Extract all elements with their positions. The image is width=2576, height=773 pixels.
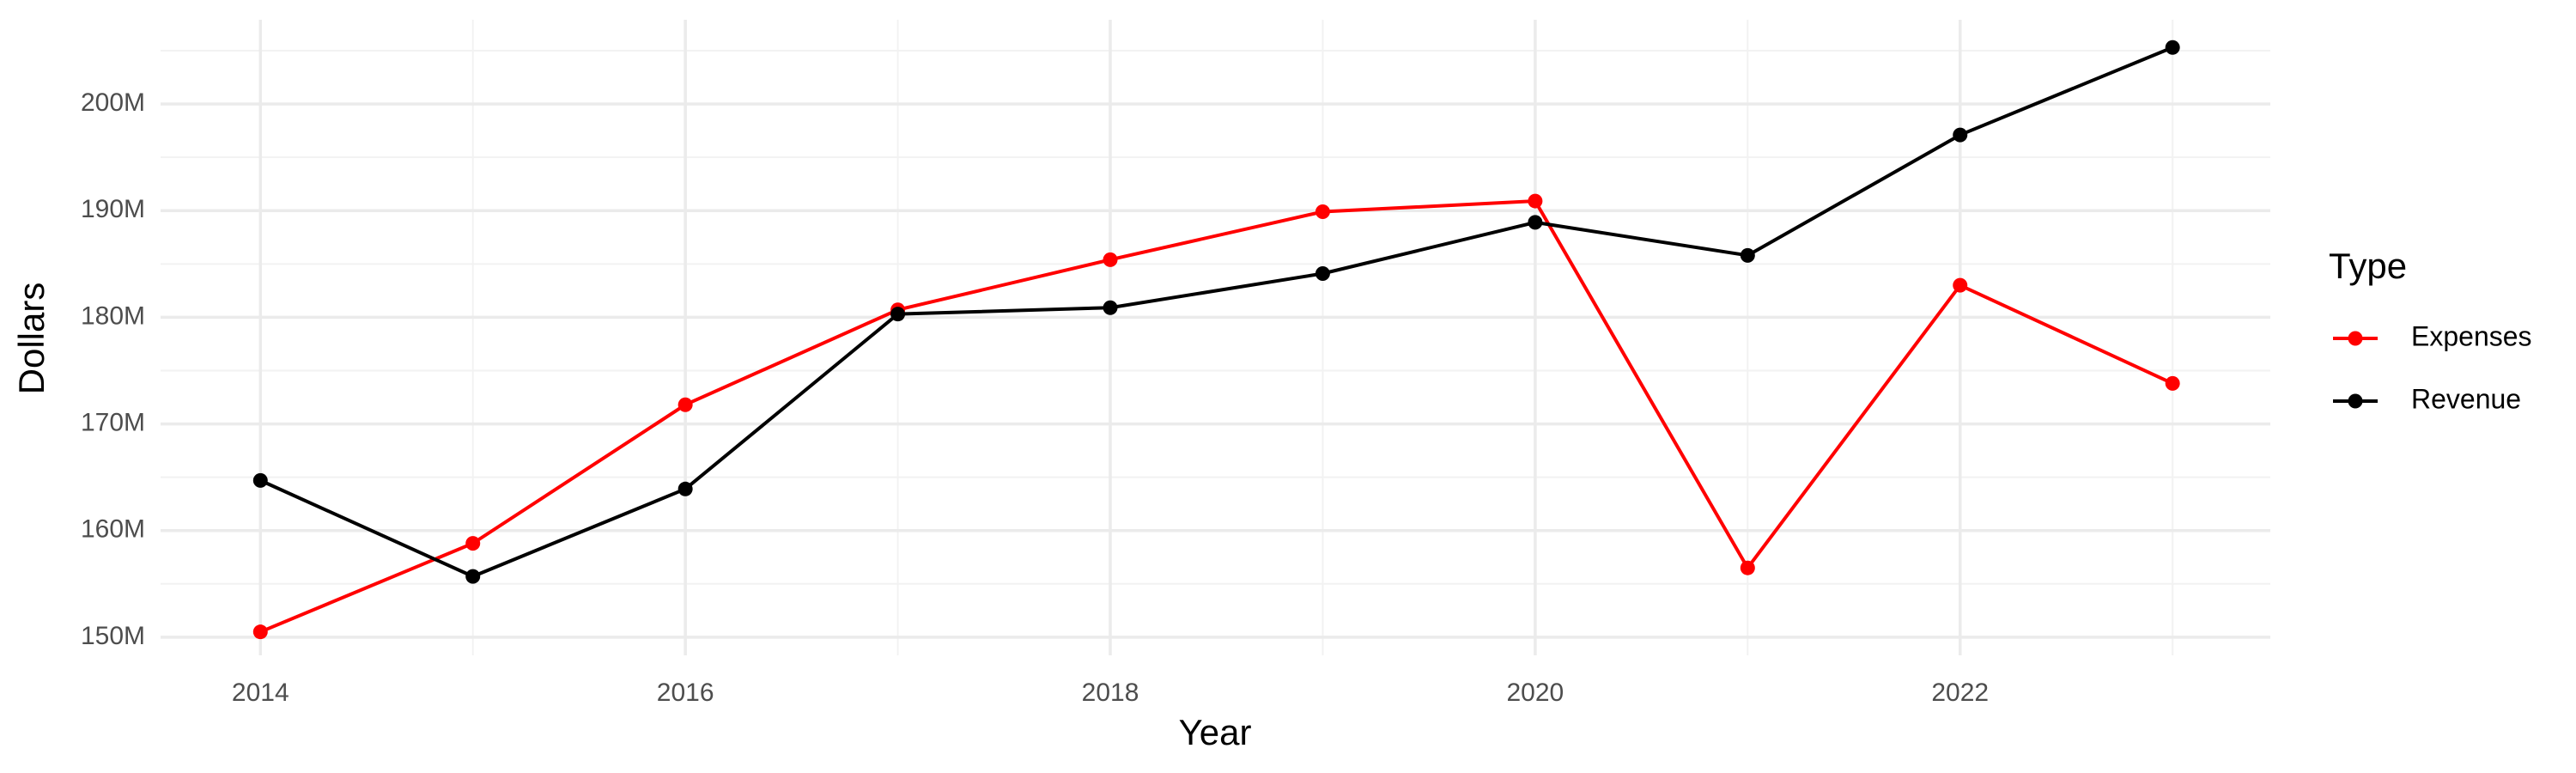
data-point: [1315, 266, 1330, 282]
legend-title: Type: [2329, 246, 2407, 286]
data-point: [1103, 252, 1118, 267]
data-point: [1315, 204, 1330, 219]
x-axis-title: Year: [1179, 712, 1252, 752]
legend-key-point: [2348, 331, 2363, 346]
data-point: [1953, 127, 1968, 143]
y-tick-label: 190M: [81, 195, 145, 223]
y-tick-label: 150M: [81, 622, 145, 650]
data-point: [252, 624, 268, 640]
y-axis-title: Dollars: [11, 283, 52, 395]
legend-label: Expenses: [2411, 320, 2532, 351]
data-point: [1953, 277, 1968, 293]
data-point: [1528, 193, 1543, 209]
data-point: [2165, 375, 2180, 391]
data-point: [890, 307, 906, 322]
x-tick-label: 2022: [1931, 679, 1989, 707]
data-point: [465, 569, 481, 584]
grid: [161, 20, 2270, 655]
data-point: [2165, 40, 2180, 55]
plot-area: [252, 40, 2180, 640]
data-point: [1740, 247, 1755, 263]
x-tick-label: 2018: [1082, 679, 1139, 707]
series-line: [259, 46, 2173, 579]
data-point: [677, 397, 693, 412]
x-tick-label: 2016: [657, 679, 714, 707]
data-point: [677, 481, 693, 496]
y-tick-label: 180M: [81, 301, 145, 330]
y-tick-label: 200M: [81, 88, 145, 117]
legend-key-point: [2348, 393, 2363, 409]
y-tick-label: 160M: [81, 515, 145, 544]
data-point: [1103, 300, 1118, 315]
series-line: [259, 199, 2174, 634]
data-point: [252, 472, 268, 488]
data-point: [1528, 215, 1543, 230]
x-tick-label: 2020: [1507, 679, 1564, 707]
data-point: [1740, 560, 1755, 575]
legend-label: Revenue: [2411, 383, 2521, 414]
data-point: [465, 536, 481, 551]
x-tick-label: 2014: [232, 679, 289, 707]
y-tick-label: 170M: [81, 408, 145, 436]
